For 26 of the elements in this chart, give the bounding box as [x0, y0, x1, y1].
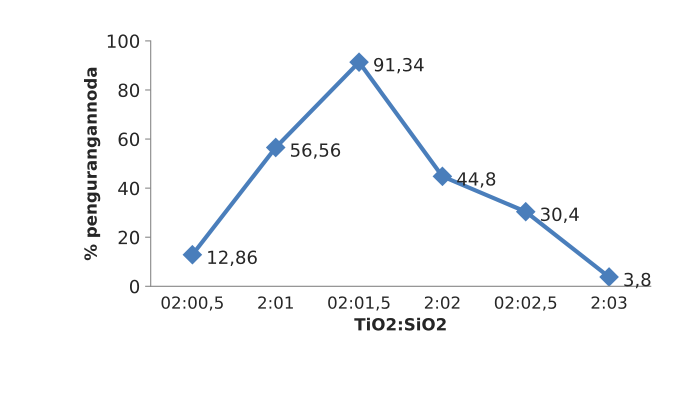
y-tick-label: 100 — [108, 34, 140, 48]
data-label: 44,8 — [457, 172, 496, 188]
point — [266, 138, 286, 158]
point — [350, 52, 369, 72]
x-tick-label: 02:02,5 — [494, 296, 556, 311]
point — [432, 166, 452, 186]
point — [600, 267, 619, 286]
x-tick-label: 02:00,5 — [162, 296, 223, 311]
x-tick-label: 2:02 — [424, 296, 460, 309]
y-tick-label: 40 — [118, 182, 140, 196]
data-label: 91,34 — [374, 58, 424, 74]
point — [182, 245, 202, 264]
y-tick-label: 0 — [130, 280, 140, 294]
data-label: 12,86 — [208, 250, 257, 266]
y-tick-label: 80 — [118, 83, 140, 98]
x-tick-label: 02:01,5 — [328, 296, 390, 311]
data-label: 3,8 — [624, 272, 650, 288]
y-tick-label: 20 — [118, 230, 140, 244]
x-tick-label: 2:03 — [592, 296, 626, 309]
x-tick-label: 2:01 — [258, 296, 293, 309]
data-label: 30,4 — [541, 207, 579, 223]
y-tick-label: 60 — [118, 132, 140, 146]
y-axis-title: % pengurangannoda — [84, 68, 100, 260]
data-label: 56,56 — [290, 143, 340, 159]
x-axis-title: TiO2:SiO2 — [354, 318, 446, 331]
point — [516, 202, 536, 222]
